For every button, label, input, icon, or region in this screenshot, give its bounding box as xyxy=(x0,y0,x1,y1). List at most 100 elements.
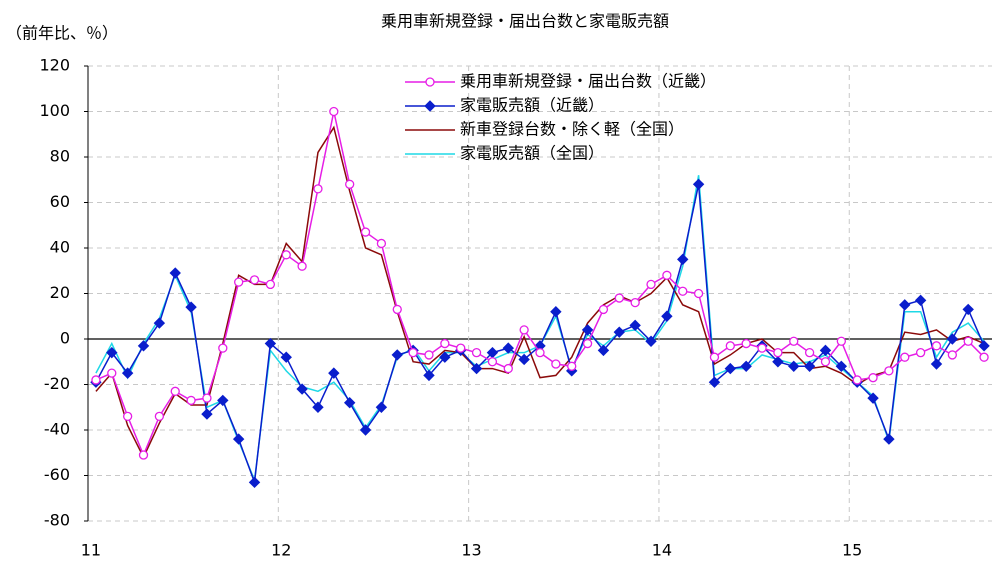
y-tick-label: -40 xyxy=(44,420,70,439)
point xyxy=(946,333,959,345)
point xyxy=(931,341,942,351)
point xyxy=(930,358,943,370)
point xyxy=(789,336,799,346)
point xyxy=(312,401,324,413)
point xyxy=(630,297,640,308)
point xyxy=(345,179,355,189)
y-tick-label: -80 xyxy=(44,511,70,530)
point xyxy=(915,347,926,358)
point xyxy=(868,373,878,383)
point xyxy=(265,279,276,290)
x-tick-label: 15 xyxy=(842,541,862,560)
point xyxy=(281,250,291,260)
series-line xyxy=(95,125,985,460)
point xyxy=(757,343,767,353)
point xyxy=(154,411,165,422)
point xyxy=(456,343,466,353)
point xyxy=(645,335,657,347)
x-tick-label: 13 xyxy=(461,541,481,560)
point xyxy=(121,367,134,379)
point xyxy=(788,360,800,373)
point xyxy=(376,238,387,249)
point xyxy=(107,368,117,378)
point xyxy=(201,408,213,420)
point xyxy=(899,299,911,311)
point xyxy=(803,360,816,373)
point xyxy=(725,341,735,351)
point xyxy=(471,347,482,358)
point xyxy=(487,357,498,367)
point xyxy=(232,433,245,445)
point xyxy=(217,394,229,407)
point xyxy=(470,362,483,375)
point xyxy=(137,340,150,352)
point xyxy=(724,362,737,375)
point xyxy=(551,359,561,369)
point xyxy=(138,450,149,460)
point xyxy=(820,357,831,367)
point xyxy=(375,401,388,413)
point xyxy=(425,77,435,87)
point xyxy=(550,305,562,318)
point xyxy=(249,275,260,285)
point xyxy=(677,253,689,266)
point xyxy=(535,347,545,358)
series-line xyxy=(95,184,985,483)
point xyxy=(629,319,641,332)
point xyxy=(424,350,434,360)
legend-label: 乗用車新規登録・届出台数（近畿） xyxy=(460,72,716,91)
point xyxy=(392,304,402,315)
point xyxy=(662,270,672,280)
point xyxy=(91,375,101,385)
point xyxy=(359,424,372,436)
point xyxy=(567,361,577,371)
x-tick-label: 14 xyxy=(652,541,672,560)
point xyxy=(502,342,514,354)
point xyxy=(962,303,974,316)
point xyxy=(360,227,371,237)
point xyxy=(297,261,307,271)
point xyxy=(185,301,197,313)
point xyxy=(122,411,133,422)
point xyxy=(852,375,862,385)
point xyxy=(614,293,624,303)
y-tick-label: -60 xyxy=(44,465,70,484)
point xyxy=(264,337,277,350)
point xyxy=(519,325,529,335)
point xyxy=(900,352,910,362)
y-tick-label: 80 xyxy=(50,147,70,166)
y-tick-label: 40 xyxy=(50,238,70,257)
point xyxy=(423,369,435,382)
point xyxy=(692,178,705,191)
series-line xyxy=(95,111,985,458)
point xyxy=(296,383,308,395)
point xyxy=(581,324,594,336)
point xyxy=(248,476,261,489)
point xyxy=(169,267,181,279)
point xyxy=(819,344,832,357)
point xyxy=(329,106,339,117)
point xyxy=(883,433,895,445)
y-tick-label: 100 xyxy=(39,101,70,120)
point xyxy=(440,338,450,349)
chart-title: 乗用車新規登録・届出台数と家電販売額 xyxy=(381,12,669,31)
point xyxy=(280,351,292,363)
point xyxy=(597,344,610,357)
point xyxy=(947,350,958,360)
point xyxy=(963,336,973,346)
y-tick-label: 0 xyxy=(60,329,70,348)
y-tick-label: -20 xyxy=(44,374,70,393)
point xyxy=(518,353,530,366)
point xyxy=(234,277,244,287)
point xyxy=(218,343,228,353)
legend-label: 家電販売額（近畿） xyxy=(460,96,604,115)
point xyxy=(804,347,815,358)
point xyxy=(313,184,323,194)
point xyxy=(773,347,783,358)
point xyxy=(613,326,626,338)
legend-label: 新車登録台数・除く軽（全国） xyxy=(460,120,684,139)
point xyxy=(439,351,451,363)
point xyxy=(503,363,513,374)
point xyxy=(741,338,751,349)
